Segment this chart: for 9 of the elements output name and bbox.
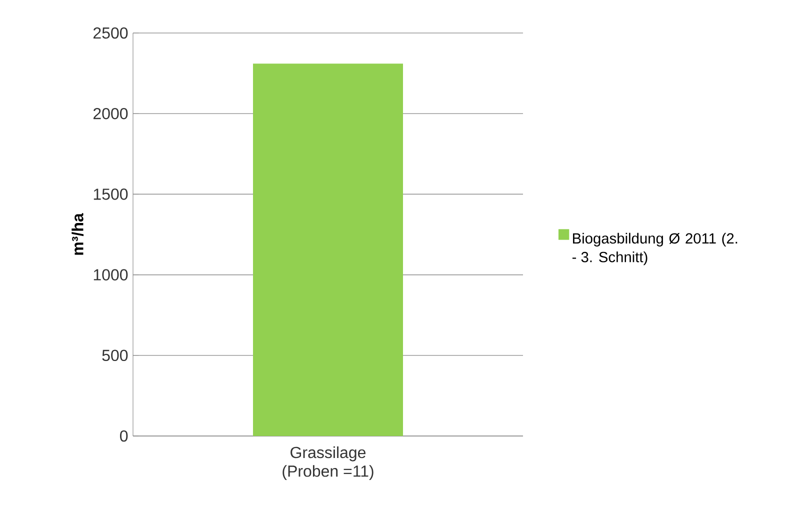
x-tick-label: Grassilage (Proben =11) bbox=[282, 446, 374, 480]
y-tick-label: 500 bbox=[102, 350, 128, 362]
y-tick-label: 1500 bbox=[94, 188, 128, 200]
y-axis-title: m³/ha bbox=[72, 213, 84, 255]
y-tick-label: 1000 bbox=[94, 269, 128, 280]
y-tick-label: 2000 bbox=[93, 108, 128, 120]
legend-label: Biogasbildung Ø 2011 (2. - 3. Schnitt) bbox=[572, 232, 738, 266]
y-tick-label: 2500 bbox=[93, 27, 128, 39]
y-tick-label: 0 bbox=[120, 430, 128, 442]
